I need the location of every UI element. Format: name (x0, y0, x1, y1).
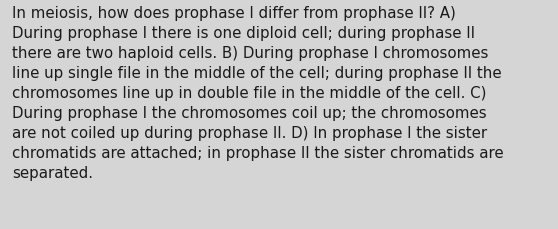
Text: In meiosis, how does prophase I differ from prophase II? A)
During prophase I th: In meiosis, how does prophase I differ f… (12, 6, 504, 180)
